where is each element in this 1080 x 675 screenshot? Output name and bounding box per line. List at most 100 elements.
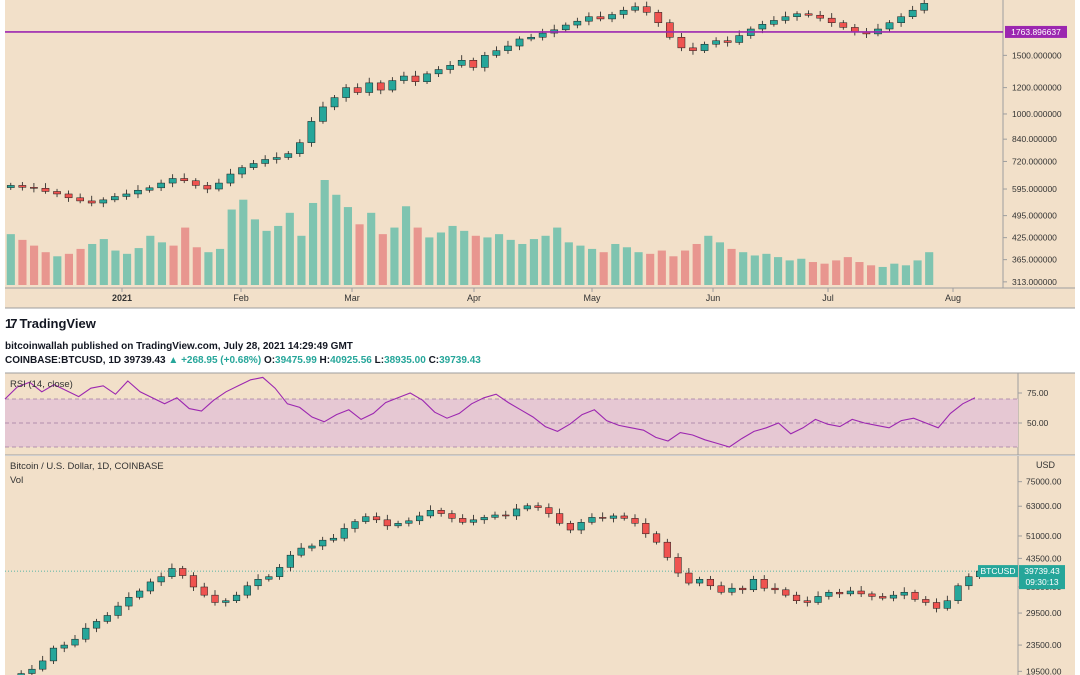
top-candle	[30, 183, 38, 193]
volume-bar	[76, 248, 85, 285]
top-candle	[804, 10, 813, 18]
quote-last: 39739.43	[123, 355, 166, 366]
bottom-candle	[426, 505, 434, 519]
top-candle	[885, 20, 894, 33]
volume-bar	[308, 202, 318, 285]
top-candle	[446, 61, 454, 74]
bottom-candle	[405, 517, 413, 527]
volume-bar	[18, 239, 27, 285]
bottom-candle	[545, 503, 553, 518]
top-candle	[191, 178, 200, 189]
bottom-candle	[416, 511, 424, 525]
quote-symbol: COINBASE:BTCUSD, 1D	[5, 355, 122, 366]
top-y-tick-label: 1000.000000	[1012, 109, 1062, 119]
bottom-candle	[491, 511, 499, 520]
bottom-candle	[965, 573, 973, 590]
top-candle	[238, 165, 246, 179]
volume-bar	[401, 206, 411, 285]
bottom-candle	[717, 581, 725, 595]
svg-text:39739.43: 39739.43	[1024, 566, 1060, 576]
volume-bar	[448, 225, 457, 285]
bottom-candle	[146, 578, 154, 595]
top-candle	[573, 17, 582, 29]
top-candle	[203, 181, 212, 194]
volume-bar	[529, 239, 539, 285]
bottom-candle	[71, 635, 79, 648]
bottom-candle	[760, 575, 768, 592]
x-tick-label: Feb	[233, 293, 249, 303]
top-candle	[515, 36, 524, 51]
bottom-candle	[222, 598, 230, 607]
quote-close-label: C:	[428, 355, 440, 366]
volume-bar	[925, 252, 934, 285]
svg-text:1763.896637: 1763.896637	[1011, 27, 1061, 37]
top-candle	[666, 19, 674, 40]
top-y-tick-label: 1200.000000	[1012, 83, 1062, 93]
volume-bar	[855, 262, 864, 285]
volume-bar	[692, 243, 701, 285]
x-tick-label: May	[583, 293, 601, 303]
volume-bar	[122, 253, 132, 285]
volume-bar	[239, 199, 248, 285]
bottom-candle	[394, 520, 402, 529]
bottom-candle	[685, 568, 693, 586]
bottom-candle	[556, 508, 564, 526]
top-candle	[365, 77, 374, 96]
top-candle	[434, 66, 443, 78]
bottom-candle	[836, 588, 844, 598]
bottom-candle	[211, 590, 219, 606]
bottom-candle	[599, 512, 607, 522]
bottom-candle	[179, 565, 187, 579]
quote-low-label: L:	[374, 355, 385, 366]
volume-bar	[262, 230, 271, 285]
volume-bar	[727, 248, 736, 285]
volume-bar	[53, 256, 62, 285]
volume-bar	[901, 265, 911, 285]
quote-open-label: O:	[263, 355, 276, 366]
bottom-candle	[286, 551, 294, 572]
bottom-candle	[28, 665, 36, 675]
bottom-candle	[480, 514, 488, 524]
volume-bar	[866, 265, 876, 285]
x-tick-label: Jul	[822, 293, 834, 303]
top-y-tick-label: 425.000000	[1012, 233, 1057, 243]
tradingview-logo[interactable]: 17 TradingView	[5, 316, 96, 331]
bottom-candle	[631, 514, 639, 527]
bottom-candle	[642, 518, 650, 538]
bottom-candle	[232, 591, 241, 603]
bottom-candle	[39, 655, 47, 672]
volume-bar	[739, 252, 748, 285]
usd-unit-label: USD	[1036, 460, 1056, 470]
bottom-candle	[243, 581, 251, 599]
top-candle	[816, 10, 824, 22]
bottom-candle	[308, 543, 316, 552]
volume-bar	[808, 262, 818, 285]
top-candle	[76, 193, 84, 204]
rsi-price-axis	[1018, 373, 1075, 455]
volume-bar	[227, 209, 236, 285]
top-candle	[908, 5, 917, 20]
volume-bar	[157, 242, 167, 285]
quote-close: 39739.43	[439, 355, 481, 366]
volume-bar	[460, 230, 469, 285]
x-tick-label: Aug	[945, 293, 961, 303]
rsi-chart: 75.00 50.00	[4, 372, 1075, 456]
top-y-tick-label: 720.000000	[1012, 156, 1057, 166]
bottom-candle	[340, 523, 348, 542]
volume-bar	[29, 245, 39, 285]
quote-change: +268.95 (+0.68%)	[181, 355, 262, 366]
volume-bar	[494, 234, 504, 285]
volume-bar	[890, 263, 899, 285]
volume-bar	[704, 235, 713, 285]
svg-text:BTCUSD: BTCUSD	[981, 566, 1016, 576]
bottom-candle	[782, 587, 790, 598]
rsi-y-tick-label: 50.00	[1027, 418, 1049, 428]
bottom-candle	[437, 507, 445, 517]
volume-bar	[192, 247, 201, 285]
bottom-candle	[523, 503, 531, 512]
top-candle	[376, 80, 385, 95]
x-tick-label: Jun	[706, 293, 721, 303]
bottom-candle	[60, 641, 68, 653]
top-candle	[793, 11, 801, 21]
top-candle	[897, 13, 905, 27]
